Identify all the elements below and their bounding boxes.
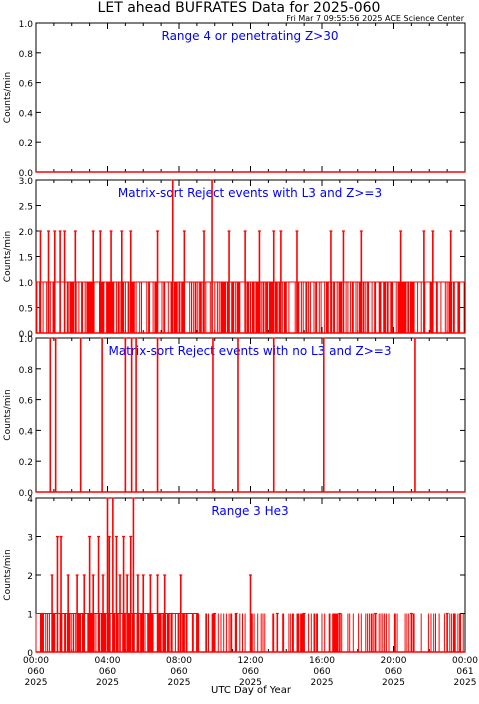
y-tick-label: 1.0 bbox=[19, 279, 34, 289]
x-tick-label: 060 bbox=[170, 667, 187, 677]
panel-title: Range 4 or penetrating Z>30 bbox=[162, 29, 339, 43]
y-tick-label: 2.5 bbox=[19, 203, 33, 213]
y-axis-label: Counts/min bbox=[3, 549, 13, 600]
y-tick-label: 0.8 bbox=[19, 50, 34, 60]
x-tick-label: 08:00 bbox=[166, 656, 192, 666]
series-activity bbox=[35, 613, 464, 652]
y-axis-label: Counts/min bbox=[3, 72, 13, 123]
panel-frame bbox=[35, 337, 466, 493]
chart-title: LET ahead BUFRATES Data for 2025-060 bbox=[98, 0, 381, 16]
x-tick-label: 2025 bbox=[382, 678, 405, 688]
panel-title: Range 3 He3 bbox=[211, 504, 288, 518]
x-tick-label: 00:00 bbox=[23, 656, 49, 666]
x-tick-label: 060 bbox=[385, 667, 402, 677]
y-tick-label: 0.2 bbox=[19, 458, 33, 468]
y-tick-label: 0.6 bbox=[19, 397, 34, 407]
y-tick-label: 1.5 bbox=[19, 254, 33, 264]
y-tick-label: 0.0 bbox=[19, 330, 34, 340]
x-tick-label: 2025 bbox=[25, 678, 48, 688]
x-tick-label: 061 bbox=[456, 667, 473, 677]
y-tick-label: 0.0 bbox=[19, 489, 34, 499]
y-tick-label: 1.0 bbox=[19, 20, 34, 30]
chart-timestamp: Fri Mar 7 09:55:56 2025 ACE Science Cent… bbox=[286, 14, 464, 23]
x-tick-label: 2025 bbox=[168, 678, 191, 688]
y-tick-label: 0.4 bbox=[19, 109, 34, 119]
x-tick-label: 060 bbox=[27, 667, 44, 677]
series-activity bbox=[35, 282, 465, 333]
chart-panel-1: 0.0 0.2 0.4 0.6 0.8 1.0 Counts/min Range 4 or p… bbox=[3, 20, 466, 179]
x-tick-label: 060 bbox=[242, 667, 259, 677]
x-tick-label: 20:00 bbox=[381, 656, 407, 666]
x-tick-label: 060 bbox=[99, 667, 116, 677]
y-tick-label: 3.0 bbox=[19, 177, 34, 187]
y-tick-label: 0.0 bbox=[19, 169, 34, 179]
x-tick-label: 04:00 bbox=[95, 656, 121, 666]
y-tick-label: 0.8 bbox=[19, 366, 34, 376]
y-tick-label: 0 bbox=[27, 649, 33, 659]
x-tick-label: 2025 bbox=[96, 678, 119, 688]
panel-title: Matrix-sort Reject events with L3 and Z>… bbox=[118, 186, 382, 200]
y-tick-label: 2.0 bbox=[19, 228, 34, 238]
x-tick-label: 060 bbox=[313, 667, 330, 677]
y-tick-label: 3 bbox=[27, 534, 33, 544]
x-tick-label: 2025 bbox=[454, 678, 477, 688]
y-tick-label: 1 bbox=[27, 611, 33, 621]
chart-panel-3: 0.0 0.2 0.4 0.6 0.8 1.0 Counts/min Matrix-sort … bbox=[3, 335, 466, 499]
x-tick-label: 00:00 bbox=[452, 656, 478, 666]
y-tick-label: 0.6 bbox=[19, 80, 34, 90]
y-tick-label: 0.4 bbox=[19, 427, 34, 437]
x-tick-label: 12:00 bbox=[238, 656, 264, 666]
x-tick-label: 16:00 bbox=[309, 656, 335, 666]
panel-frame bbox=[35, 22, 466, 173]
y-tick-label: 2 bbox=[27, 572, 33, 582]
y-tick-label: 4 bbox=[27, 495, 33, 505]
x-tick-label: 2025 bbox=[239, 678, 262, 688]
x-tick-label: 2025 bbox=[311, 678, 334, 688]
panel-title: Matrix-sort Reject events with no L3 and… bbox=[109, 344, 392, 358]
y-axis-label: Counts/min bbox=[3, 389, 13, 440]
y-tick-label: 0.2 bbox=[19, 139, 33, 149]
y-axis-label: Counts/min bbox=[3, 231, 13, 282]
y-tick-label: 0.5 bbox=[19, 305, 33, 315]
x-axis-label: UTC Day of Year bbox=[211, 685, 292, 696]
y-tick-label: 1.0 bbox=[19, 335, 34, 345]
chart-panel-2: 0.0 0.5 1.0 1.5 2.0 2.5 3.0 Counts/min Matrix-so… bbox=[3, 177, 466, 340]
